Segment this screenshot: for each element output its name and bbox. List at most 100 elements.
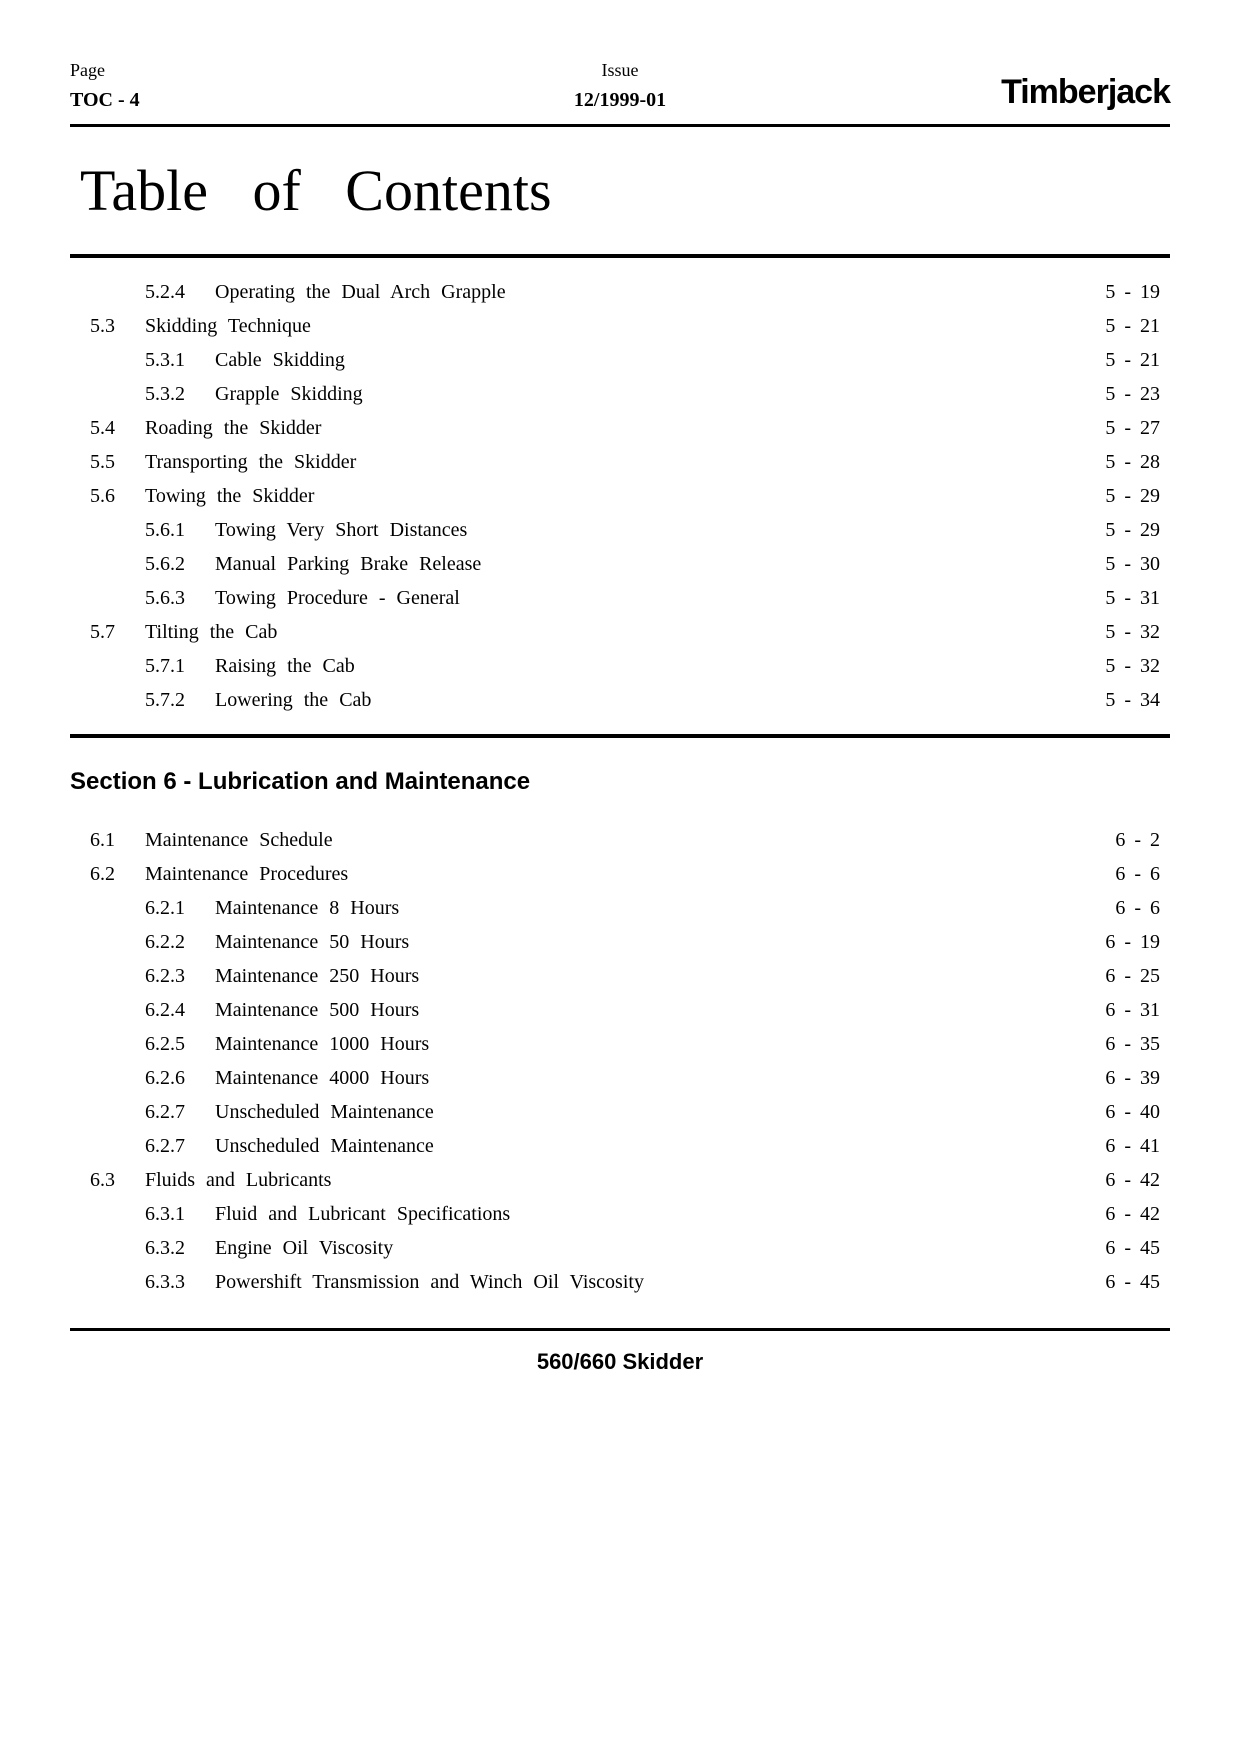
toc-item-title: Operating the Dual Arch Grapple	[215, 276, 506, 308]
toc-row-left: 5.3.2Grapple Skidding	[145, 378, 363, 410]
toc-item-page: 5 - 28	[1105, 446, 1160, 478]
toc-row: 6.2.6Maintenance 4000 Hours 6 - 39	[90, 1062, 1160, 1094]
toc-item-page: 6 - 35	[1105, 1028, 1160, 1060]
toc-item-number: 6.3.1	[145, 1198, 215, 1230]
toc-row: 5.6Towing the Skidder 5 - 29	[90, 480, 1160, 512]
toc-row-left: 6.2.7Unscheduled Maintenance	[145, 1130, 434, 1162]
toc-row: 6.3.2Engine Oil Viscosity6 - 45	[90, 1232, 1160, 1264]
toc-row-left: 6.3.3Powershift Transmission and Winch O…	[145, 1266, 644, 1298]
toc-row-left: 5.6Towing the Skidder	[90, 480, 314, 512]
toc-item-number: 6.2.2	[145, 926, 215, 958]
toc-item-page: 5 - 29	[1105, 514, 1160, 546]
toc-row: 6.3.3Powershift Transmission and Winch O…	[90, 1266, 1160, 1298]
toc-item-title: Lowering the Cab	[215, 684, 371, 716]
toc-row: 5.3.2Grapple Skidding 5 - 23	[90, 378, 1160, 410]
toc-item-title: Manual Parking Brake Release	[215, 548, 481, 580]
brand-logo-text: Timberjack	[1001, 73, 1170, 112]
toc-item-title: Towing the Skidder	[145, 480, 314, 512]
toc-item-number: 5.6.3	[145, 582, 215, 614]
toc-item-number: 5.2.4	[145, 276, 215, 308]
toc-item-title: Unscheduled Maintenance	[215, 1096, 434, 1128]
toc-item-number: 6.3.2	[145, 1232, 215, 1264]
toc-item-page: 6 - 41	[1105, 1130, 1160, 1162]
header-rule	[70, 124, 1170, 127]
toc-item-title: Powershift Transmission and Winch Oil Vi…	[215, 1266, 644, 1298]
toc-row-left: 6.3Fluids and Lubricants	[90, 1164, 331, 1196]
toc-item-title: Maintenance 250 Hours	[215, 960, 419, 992]
toc-item-number: 5.6.1	[145, 514, 215, 546]
toc-item-title: Maintenance 50 Hours	[215, 926, 409, 958]
toc-row-left: 5.3.1Cable Skidding	[145, 344, 345, 376]
toc-item-number: 5.3.1	[145, 344, 215, 376]
toc-row: 5.4Roading the Skidder 5 - 27	[90, 412, 1160, 444]
toc-row: 6.2.7Unscheduled Maintenance 6 - 41	[90, 1130, 1160, 1162]
toc-item-title: Transporting the Skidder	[145, 446, 356, 478]
toc-item-page: 5 - 29	[1105, 480, 1160, 512]
section-6-heading: Section 6 - Lubrication and Maintenance	[70, 768, 1170, 796]
toc-row-left: 6.2.7Unscheduled Maintenance	[145, 1096, 434, 1128]
toc-row-left: 5.3Skidding Technique	[90, 310, 311, 342]
toc-item-page: 5 - 23	[1105, 378, 1160, 410]
toc-row: 6.2.4Maintenance 500 Hours 6 - 31	[90, 994, 1160, 1026]
toc-item-title: Towing Very Short Distances	[215, 514, 467, 546]
toc-item-title: Roading the Skidder	[145, 412, 321, 444]
toc-item-number: 5.7.2	[145, 684, 215, 716]
toc-item-number: 5.6.2	[145, 548, 215, 580]
toc-item-page: 6 - 45	[1105, 1266, 1160, 1298]
toc-row: 5.7.1Raising the Cab 5 - 32	[90, 650, 1160, 682]
toc-item-number: 6.3.3	[145, 1266, 215, 1298]
toc-item-title: Maintenance Schedule	[145, 824, 333, 856]
toc-item-number: 6.2.5	[145, 1028, 215, 1060]
page-label: Page	[70, 60, 140, 81]
toc-item-title: Maintenance Procedures	[145, 858, 348, 890]
toc-item-page: 5 - 21	[1105, 310, 1160, 342]
toc-row: 5.7.2Lowering the Cab 5 - 34	[90, 684, 1160, 716]
toc-item-number: 5.4	[90, 412, 145, 444]
toc-item-title: Tilting the Cab	[145, 616, 277, 648]
toc-item-page: 6 - 2	[1115, 824, 1160, 856]
toc-row: 5.3.1Cable Skidding5 - 21	[90, 344, 1160, 376]
section-top-rule	[70, 254, 1170, 258]
page-title: Table of Contents	[80, 157, 1170, 224]
toc-item-page: 5 - 27	[1105, 412, 1160, 444]
toc-item-number: 6.2.6	[145, 1062, 215, 1094]
toc-item-number: 6.1	[90, 824, 145, 856]
toc-item-page: 6 - 31	[1105, 994, 1160, 1026]
toc-item-title: Skidding Technique	[145, 310, 311, 342]
toc-row: 5.6.2Manual Parking Brake Release 5 - 30	[90, 548, 1160, 580]
header-issue-block: Issue 12/1999-01	[574, 60, 666, 112]
toc-row-left: 6.2.4Maintenance 500 Hours	[145, 994, 419, 1026]
toc-item-title: Raising the Cab	[215, 650, 355, 682]
toc-item-title: Maintenance 4000 Hours	[215, 1062, 429, 1094]
toc-item-page: 6 - 39	[1105, 1062, 1160, 1094]
toc-item-page: 5 - 30	[1105, 548, 1160, 580]
toc-item-title: Towing Procedure - General	[215, 582, 460, 614]
toc-row: 5.6.1Towing Very Short Distances 5 - 29	[90, 514, 1160, 546]
toc-item-title: Fluid and Lubricant Specifications	[215, 1198, 510, 1230]
toc-row: 5.7Tilting the Cab5 - 32	[90, 616, 1160, 648]
toc-item-page: 6 - 42	[1105, 1198, 1160, 1230]
toc-row: 6.2.3Maintenance 250 Hours6 - 25	[90, 960, 1160, 992]
toc-item-title: Fluids and Lubricants	[145, 1164, 331, 1196]
footer-text: 560/660 Skidder	[70, 1349, 1170, 1375]
toc-item-title: Maintenance 500 Hours	[215, 994, 419, 1026]
toc-item-page: 6 - 19	[1105, 926, 1160, 958]
toc-row-left: 5.7Tilting the Cab	[90, 616, 277, 648]
toc-item-page: 5 - 32	[1105, 650, 1160, 682]
toc-row: 5.6.3Towing Procedure - General5 - 31	[90, 582, 1160, 614]
toc-row-left: 6.3.2Engine Oil Viscosity	[145, 1232, 393, 1264]
toc-row: 5.3Skidding Technique 5 - 21	[90, 310, 1160, 342]
toc-row-left: 6.2.6Maintenance 4000 Hours	[145, 1062, 429, 1094]
header-page-block: Page TOC - 4	[70, 60, 140, 112]
toc-item-page: 5 - 19	[1105, 276, 1160, 308]
toc-row: 6.2.1Maintenance 8 Hours6 - 6	[90, 892, 1160, 924]
toc-row-left: 5.2.4Operating the Dual Arch Grapple	[145, 276, 506, 308]
toc-row-left: 5.4Roading the Skidder	[90, 412, 321, 444]
toc-item-page: 5 - 34	[1105, 684, 1160, 716]
footer-rule	[70, 1328, 1170, 1331]
toc-row-left: 6.2.3Maintenance 250 Hours	[145, 960, 419, 992]
issue-value: 12/1999-01	[574, 89, 666, 112]
toc-item-number: 5.5	[90, 446, 145, 478]
section-5-end-rule	[70, 734, 1170, 738]
toc-row-left: 5.7.1Raising the Cab	[145, 650, 355, 682]
